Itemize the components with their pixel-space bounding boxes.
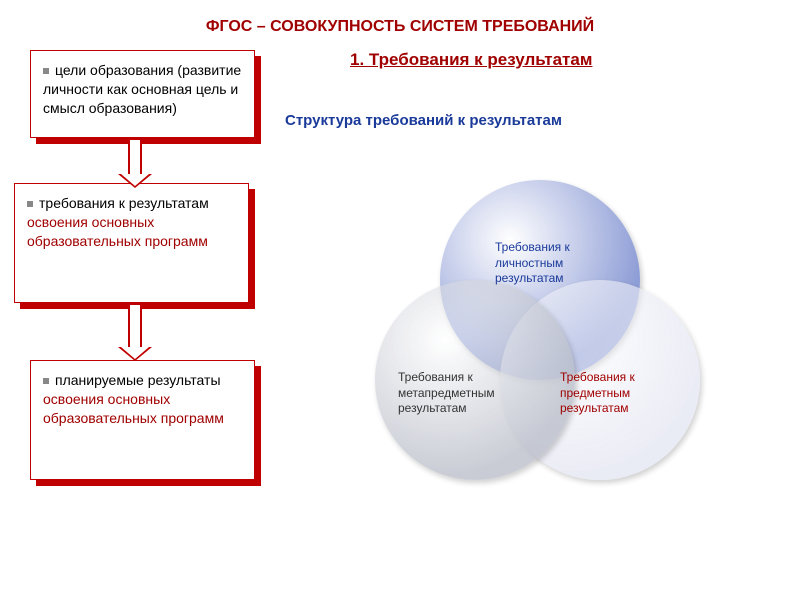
box-text-accent: освоения основных образовательных програ… xyxy=(43,391,224,426)
down-arrow-2 xyxy=(118,303,152,361)
arrow-shaft xyxy=(128,303,142,347)
info-box-2: требования к результатам освоения основн… xyxy=(14,183,249,303)
bullet-icon xyxy=(27,201,33,207)
venn-label-2: Требования к метапредметным результатам xyxy=(398,370,528,417)
venn-label-3: Требования к предметным результатам xyxy=(560,370,690,417)
arrow-head-fill xyxy=(121,347,149,359)
section-subtitle: 1. Требования к результатам xyxy=(350,50,592,70)
box-text-prefix: цели образования xyxy=(55,62,174,78)
box-text-prefix: требования к результатам xyxy=(39,195,209,211)
box-text-accent: освоения основных образовательных програ… xyxy=(27,214,208,249)
box-text-prefix: планируемые результаты xyxy=(55,372,221,388)
info-box-1: цели образования (развитие личности как … xyxy=(30,50,255,138)
venn-label-1: Требования к личностным результатам xyxy=(495,240,625,287)
arrow-shaft xyxy=(128,138,142,174)
structure-label: Структура требований к результатам xyxy=(285,112,562,129)
bullet-icon xyxy=(43,68,49,74)
info-box-3: планируемые результаты освоения основных… xyxy=(30,360,255,480)
main-title-text: ФГОС – СОВОКУПНОСТЬ СИСТЕМ ТРЕБОВАНИЙ xyxy=(206,18,594,35)
main-title: ФГОС – СОВОКУПНОСТЬ СИСТЕМ ТРЕБОВАНИЙ xyxy=(0,0,800,36)
down-arrow-1 xyxy=(118,138,152,188)
structure-label-text: Структура требований к результатам xyxy=(285,112,562,129)
section-subtitle-text: 1. Требования к результатам xyxy=(350,50,592,69)
arrow-head-fill xyxy=(121,174,149,186)
bullet-icon xyxy=(43,378,49,384)
